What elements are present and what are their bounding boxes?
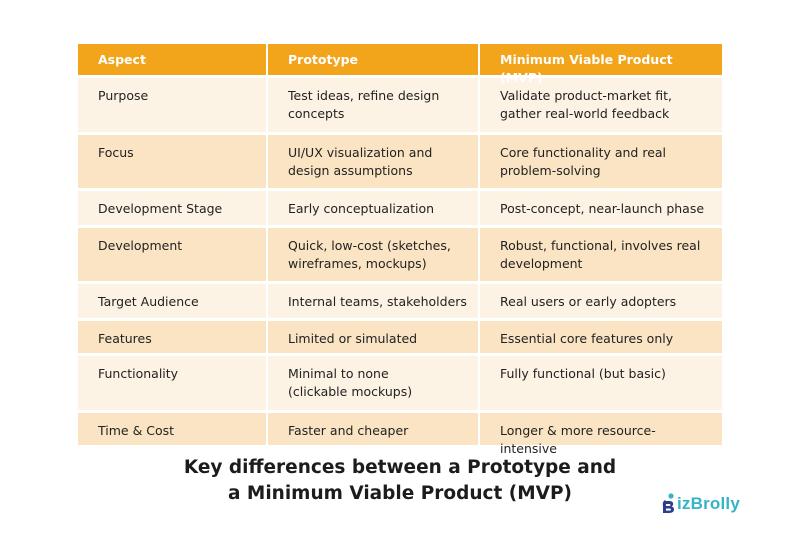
row-prototype: Early conceptualization xyxy=(268,191,480,225)
header-mvp: Minimum Viable Product (MVP) xyxy=(500,52,673,85)
row-aspect: Focus xyxy=(78,135,268,188)
row-prototype: Faster and cheaper xyxy=(268,413,480,445)
row-mvp: Robust, functional, involves real develop… xyxy=(500,238,701,271)
table-header-row: Aspect Prototype Minimum Viable Product … xyxy=(78,44,722,85)
row-aspect: Development Stage xyxy=(78,191,268,225)
row-mvp: Post-concept, near-launch phase xyxy=(500,201,705,216)
row-mvp: Core functionality and real problem-solvi… xyxy=(500,145,667,178)
row-mvp: Longer & more resource-intensive xyxy=(500,423,656,456)
table-row: Features Limited or simulated Essential … xyxy=(78,321,722,356)
row-mvp: Fully functional (but basic) xyxy=(500,366,666,381)
logo-wordmark: izBrolly xyxy=(677,494,741,513)
row-prototype: Test ideas, refine design concepts xyxy=(268,78,480,132)
row-prototype: Limited or simulated xyxy=(268,321,480,353)
row-aspect: Time & Cost xyxy=(78,413,268,445)
row-aspect: Functionality xyxy=(78,356,268,410)
row-mvp: Validate product-market fit, gather real-… xyxy=(500,88,673,121)
row-aspect: Purpose xyxy=(78,78,268,132)
logo-mark-icon xyxy=(662,493,674,513)
figure-caption: Key differences between a Prototype and … xyxy=(0,455,800,507)
row-aspect: Development xyxy=(78,228,268,281)
header-aspect: Aspect xyxy=(78,44,268,75)
table-row: Development Quick, low-cost (sketches, wi… xyxy=(78,228,722,284)
comparison-table: Aspect Prototype Minimum Viable Product … xyxy=(78,44,722,456)
row-prototype: UI/UX visualization and design assumption… xyxy=(268,135,480,188)
table-row: Target Audience Internal teams, stakehol… xyxy=(78,284,722,321)
caption-line-2: a Minimum Viable Product (MVP) xyxy=(228,483,572,504)
row-mvp: Essential core features only xyxy=(500,331,674,346)
header-prototype: Prototype xyxy=(268,44,480,75)
caption-line-1: Key differences between a Prototype and xyxy=(183,457,617,478)
table-row: Development Stage Early conceptualizatio… xyxy=(78,191,722,228)
row-prototype: Minimal to none (clickable mockups) xyxy=(268,356,480,410)
row-aspect: Target Audience xyxy=(78,284,268,318)
row-prototype: Quick, low-cost (sketches, wireframes, mo… xyxy=(268,228,480,281)
table-row: Functionality Minimal to none (clickable … xyxy=(78,356,722,413)
row-prototype: Internal teams, stakeholders xyxy=(268,284,480,318)
table-row: Purpose Test ideas, refine design concept… xyxy=(78,78,722,135)
row-mvp: Real users or early adopters xyxy=(500,294,677,309)
table-row: Time & Cost Faster and cheaper Longer & … xyxy=(78,413,722,456)
row-aspect: Features xyxy=(78,321,268,353)
table-row: Focus UI/UX visualization and design assu… xyxy=(78,135,722,191)
bizbrolly-logo: izBrolly xyxy=(660,491,750,517)
